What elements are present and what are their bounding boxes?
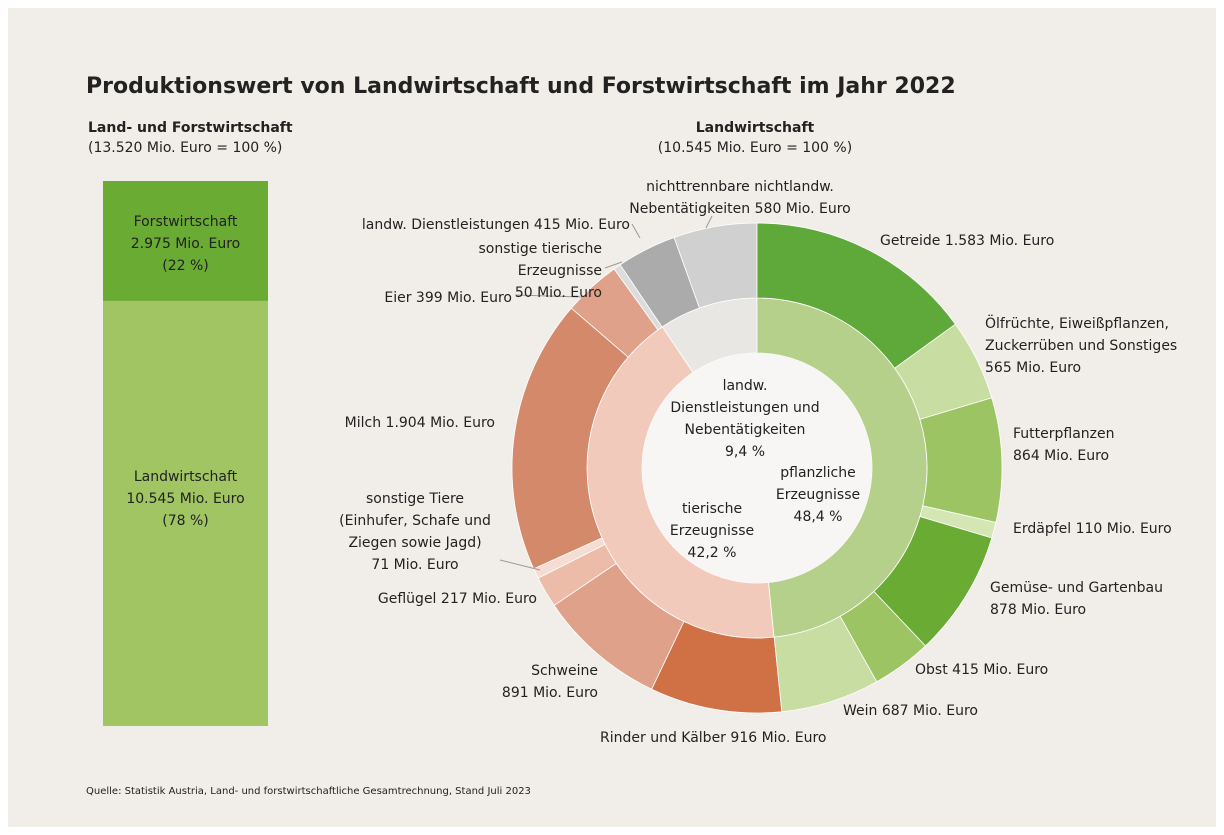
segment-name: Futterpflanzen xyxy=(1013,426,1115,442)
segment-value: 1.904 Mio. Euro xyxy=(385,415,495,431)
segment-name: Erdäpfel xyxy=(1013,521,1072,537)
inner-label: landw. Dienstleistungen und Nebentätigke… xyxy=(665,375,825,463)
outer-segment xyxy=(873,516,993,647)
segment-name: sonstige Tiere (Einhufer, Schafe und Zie… xyxy=(339,491,491,551)
outer-label: Getreide 1.583 Mio. Euro xyxy=(880,230,1160,252)
group-name: pflanzliche Erzeugnisse xyxy=(775,465,861,503)
outer-segment xyxy=(651,620,783,714)
bar-value: 10.545 Mio. Euro xyxy=(126,490,245,507)
bar-segment xyxy=(103,181,268,301)
donut-subtitle: (10.545 Mio. Euro = 100 %) xyxy=(657,140,853,156)
outer-label: Rinder und Kälber 916 Mio. Euro xyxy=(600,727,860,749)
segment-value: 110 Mio. Euro xyxy=(1075,521,1172,537)
outer-label: Ölfrüchte, Eiweißpflanzen, Zuckerrüben u… xyxy=(985,313,1181,379)
outer-label: Futterpflanzen 864 Mio. Euro xyxy=(1013,423,1213,467)
outer-label: Schweine 891 Mio. Euro xyxy=(478,660,598,704)
group-share: 48,4 % xyxy=(793,509,843,525)
outer-label: landw. Dienstleistungen 415 Mio. Euro xyxy=(330,214,630,236)
bar-segment xyxy=(103,300,268,726)
inner-label: pflanzliche Erzeugnisse 48,4 % xyxy=(773,462,863,528)
segment-value: 415 Mio. Euro xyxy=(952,662,1049,678)
segment-name: landw. Dienstleistungen xyxy=(361,217,530,233)
outer-segment xyxy=(553,562,685,690)
segment-value: 878 Mio. Euro xyxy=(990,602,1087,618)
segment-value: 580 Mio. Euro xyxy=(754,201,851,217)
group-name: tierische Erzeugnisse xyxy=(669,501,755,539)
bar-category: Forstwirtschaft xyxy=(133,214,238,230)
segment-value: 864 Mio. Euro xyxy=(1013,448,1110,464)
bar-share: (22 %) xyxy=(162,258,209,274)
outer-segment xyxy=(773,615,878,713)
segment-value: 399 Mio. Euro xyxy=(415,290,512,306)
segment-name: Ölfrüchte, Eiweißpflanzen, Zuckerrüben u… xyxy=(985,316,1178,354)
segment-name: Getreide xyxy=(880,233,941,249)
outer-segment xyxy=(919,397,1003,523)
outer-segment xyxy=(894,323,993,420)
segment-value: 891 Mio. Euro xyxy=(501,685,598,701)
outer-segment xyxy=(570,268,659,358)
outer-label: sonstige tierische Erzeugnisse 50 Mio. Eu… xyxy=(400,238,602,304)
outer-label: Erdäpfel 110 Mio. Euro xyxy=(1013,518,1213,540)
group-name: landw. Dienstleistungen und Nebentätigke… xyxy=(670,378,820,438)
outer-label: Eier 399 Mio. Euro xyxy=(312,287,512,309)
segment-name: Wein xyxy=(843,703,878,719)
segment-value: 687 Mio. Euro xyxy=(881,703,978,719)
segment-value: 1.583 Mio. Euro xyxy=(944,233,1055,249)
source: Quelle: Statistik Austria, Land- und for… xyxy=(86,786,531,797)
segment-value: 565 Mio. Euro xyxy=(985,360,1082,376)
segment-value: 71 Mio. Euro xyxy=(371,557,459,573)
outer-label: nichttrennbare nichtlandw. Nebentätigkei… xyxy=(600,176,880,220)
outer-segment xyxy=(613,264,663,331)
outer-label: Milch 1.904 Mio. Euro xyxy=(295,412,495,434)
outer-segment xyxy=(537,543,617,607)
segment-value: 217 Mio. Euro xyxy=(440,591,537,607)
outer-label: Obst 415 Mio. Euro xyxy=(915,659,1115,681)
leader-lines xyxy=(499,215,713,571)
outer-segment xyxy=(919,505,997,539)
bar-label: Forstwirtschaft 2.975 Mio. Euro (22 %) xyxy=(103,211,268,277)
bar-label: Landwirtschaft 10.545 Mio. Euro (78 %) xyxy=(103,466,268,532)
inner-label: tierische Erzeugnisse 42,2 % xyxy=(662,498,762,564)
outer-segment xyxy=(511,307,629,570)
segment-name: Schweine xyxy=(531,663,598,679)
outer-label: sonstige Tiere (Einhufer, Schafe und Zie… xyxy=(330,488,500,576)
segment-name: Geflügel xyxy=(377,591,437,607)
segment-name: Rinder und Kälber xyxy=(600,730,726,746)
outer-segment xyxy=(839,590,927,683)
outer-segment xyxy=(533,537,606,579)
bar-value: 2.975 Mio. Euro xyxy=(130,236,241,252)
outer-segment xyxy=(619,236,700,328)
segment-name: Obst xyxy=(915,662,948,678)
outer-segment xyxy=(756,222,956,369)
bar-share: (78 %) xyxy=(162,512,209,529)
segment-value: 916 Mio. Euro xyxy=(730,730,827,746)
segment-value: 50 Mio. Euro xyxy=(514,285,602,301)
group-share: 42,2 % xyxy=(687,545,737,561)
outer-label: Gemüse- und Gartenbau 878 Mio. Euro xyxy=(990,577,1186,621)
outer-label: Wein 687 Mio. Euro xyxy=(843,700,1043,722)
group-share: 9,4 % xyxy=(724,444,766,460)
segment-name: Milch xyxy=(344,415,382,431)
outer-label: Geflügel 217 Mio. Euro xyxy=(317,588,537,610)
bar-subtitle: (13.520 Mio. Euro = 100 %) xyxy=(88,140,283,156)
segment-name: Eier xyxy=(384,290,412,306)
donut-center xyxy=(642,353,872,583)
segment-name: sonstige tierische Erzeugnisse xyxy=(478,241,602,279)
title: Produktionswert von Landwirtschaft und F… xyxy=(86,74,956,99)
bar-title: Land- und Forstwirtschaft xyxy=(88,120,293,136)
segment-value: 415 Mio. Euro xyxy=(533,217,630,233)
segment-name: nichttrennbare nichtlandw. Nebentätigkei… xyxy=(629,179,834,217)
bar-category: Landwirtschaft xyxy=(133,468,238,485)
segment-name: Gemüse- und Gartenbau xyxy=(990,580,1163,596)
donut-title: Landwirtschaft xyxy=(695,120,815,136)
